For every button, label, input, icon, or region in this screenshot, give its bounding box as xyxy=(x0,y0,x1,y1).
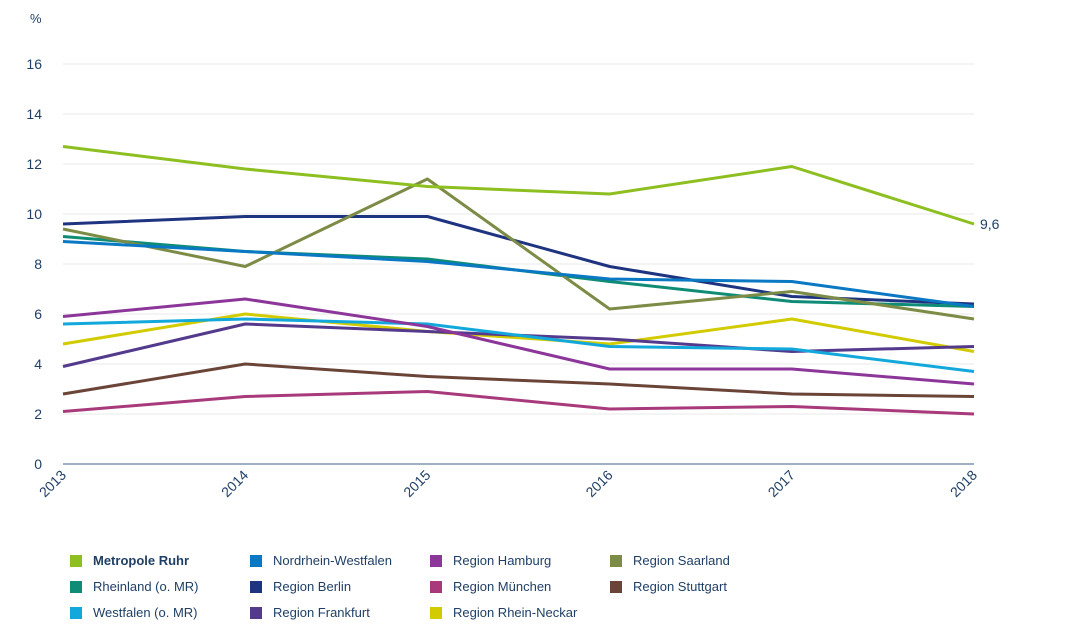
legend-swatch xyxy=(70,554,82,567)
series-line-region-stuttgart xyxy=(62,362,975,398)
legend-item: Metropole Ruhr xyxy=(70,552,250,569)
legend-swatch xyxy=(430,554,442,567)
legend-label: Metropole Ruhr xyxy=(93,553,190,568)
series-line-region-hamburg xyxy=(62,297,975,386)
y-tick-label: 4 xyxy=(34,356,42,372)
series-line-region-frankfurt xyxy=(62,322,975,368)
legend-label: Region Saarland xyxy=(633,553,730,568)
series-line-region-m-nchen xyxy=(62,390,975,416)
y-tick-label: 10 xyxy=(26,206,42,222)
legend-swatch xyxy=(250,606,262,619)
legend-item: Region Saarland xyxy=(610,552,770,569)
legend-swatch xyxy=(250,580,262,593)
legend-label: Nordrhein-Westfalen xyxy=(273,553,392,568)
legend-label: Region Berlin xyxy=(273,579,352,594)
legend-swatch xyxy=(610,580,622,593)
legend-label: Westfalen (o. MR) xyxy=(93,605,198,620)
legend-label: Region Stuttgart xyxy=(633,579,727,594)
legend-item: Region Rhein-Neckar xyxy=(430,604,610,621)
legend-swatch xyxy=(70,580,82,593)
legend-label: Region München xyxy=(453,579,552,594)
series-line-westfalen-o-mr- xyxy=(62,317,975,373)
y-axis-ticks: 0 2 4 6 8 10 12 14 16 xyxy=(26,56,42,472)
legend-swatch xyxy=(610,554,622,567)
legend-label: Region Rhein-Neckar xyxy=(453,605,578,620)
x-tick-label: 2015 xyxy=(400,467,433,500)
y-tick-label: 2 xyxy=(34,406,42,422)
series-line-nordrhein-westfalen xyxy=(62,240,975,308)
legend-item: Nordrhein-Westfalen xyxy=(250,552,430,569)
y-tick-label: 16 xyxy=(26,56,42,72)
legend-item: Region Berlin xyxy=(250,578,430,595)
y-axis-unit-label: % xyxy=(30,11,42,26)
legend-item: Region Hamburg xyxy=(430,552,610,569)
series-line-metropole-ruhr xyxy=(62,145,975,226)
x-tick-label: 2014 xyxy=(218,467,251,500)
legend-swatch xyxy=(250,554,262,567)
series-lines xyxy=(62,145,975,416)
legend-label: Rheinland (o. MR) xyxy=(93,579,199,594)
legend: Metropole Ruhr Nordrhein-Westfalen Region … xyxy=(70,552,770,621)
y-tick-label: 14 xyxy=(26,106,42,122)
x-tick-label: 2016 xyxy=(582,467,615,500)
x-tick-label: 2017 xyxy=(765,467,798,500)
legend-swatch xyxy=(70,606,82,619)
series-line-region-saarland xyxy=(62,177,975,321)
legend-label: Region Frankfurt xyxy=(273,605,370,620)
legend-swatch xyxy=(430,580,442,593)
legend-label: Region Hamburg xyxy=(453,553,552,568)
legend-item: Region Frankfurt xyxy=(250,604,430,621)
grid-lines xyxy=(63,63,974,465)
end-value-label: 9,6 xyxy=(980,216,1000,232)
legend-item: Westfalen (o. MR) xyxy=(70,604,250,621)
y-tick-label: 0 xyxy=(34,456,42,472)
legend-item: Rheinland (o. MR) xyxy=(70,578,250,595)
legend-item: Region Stuttgart xyxy=(610,578,770,595)
legend-swatch xyxy=(430,606,442,619)
x-tick-label: 2018 xyxy=(947,467,980,500)
y-tick-label: 8 xyxy=(34,256,42,272)
y-tick-label: 6 xyxy=(34,306,42,322)
legend-item: Region München xyxy=(430,578,610,595)
x-axis-ticks: 2013 2014 2015 2016 2017 2018 xyxy=(36,467,980,500)
series-line-region-berlin xyxy=(62,215,975,306)
y-tick-label: 12 xyxy=(26,156,42,172)
